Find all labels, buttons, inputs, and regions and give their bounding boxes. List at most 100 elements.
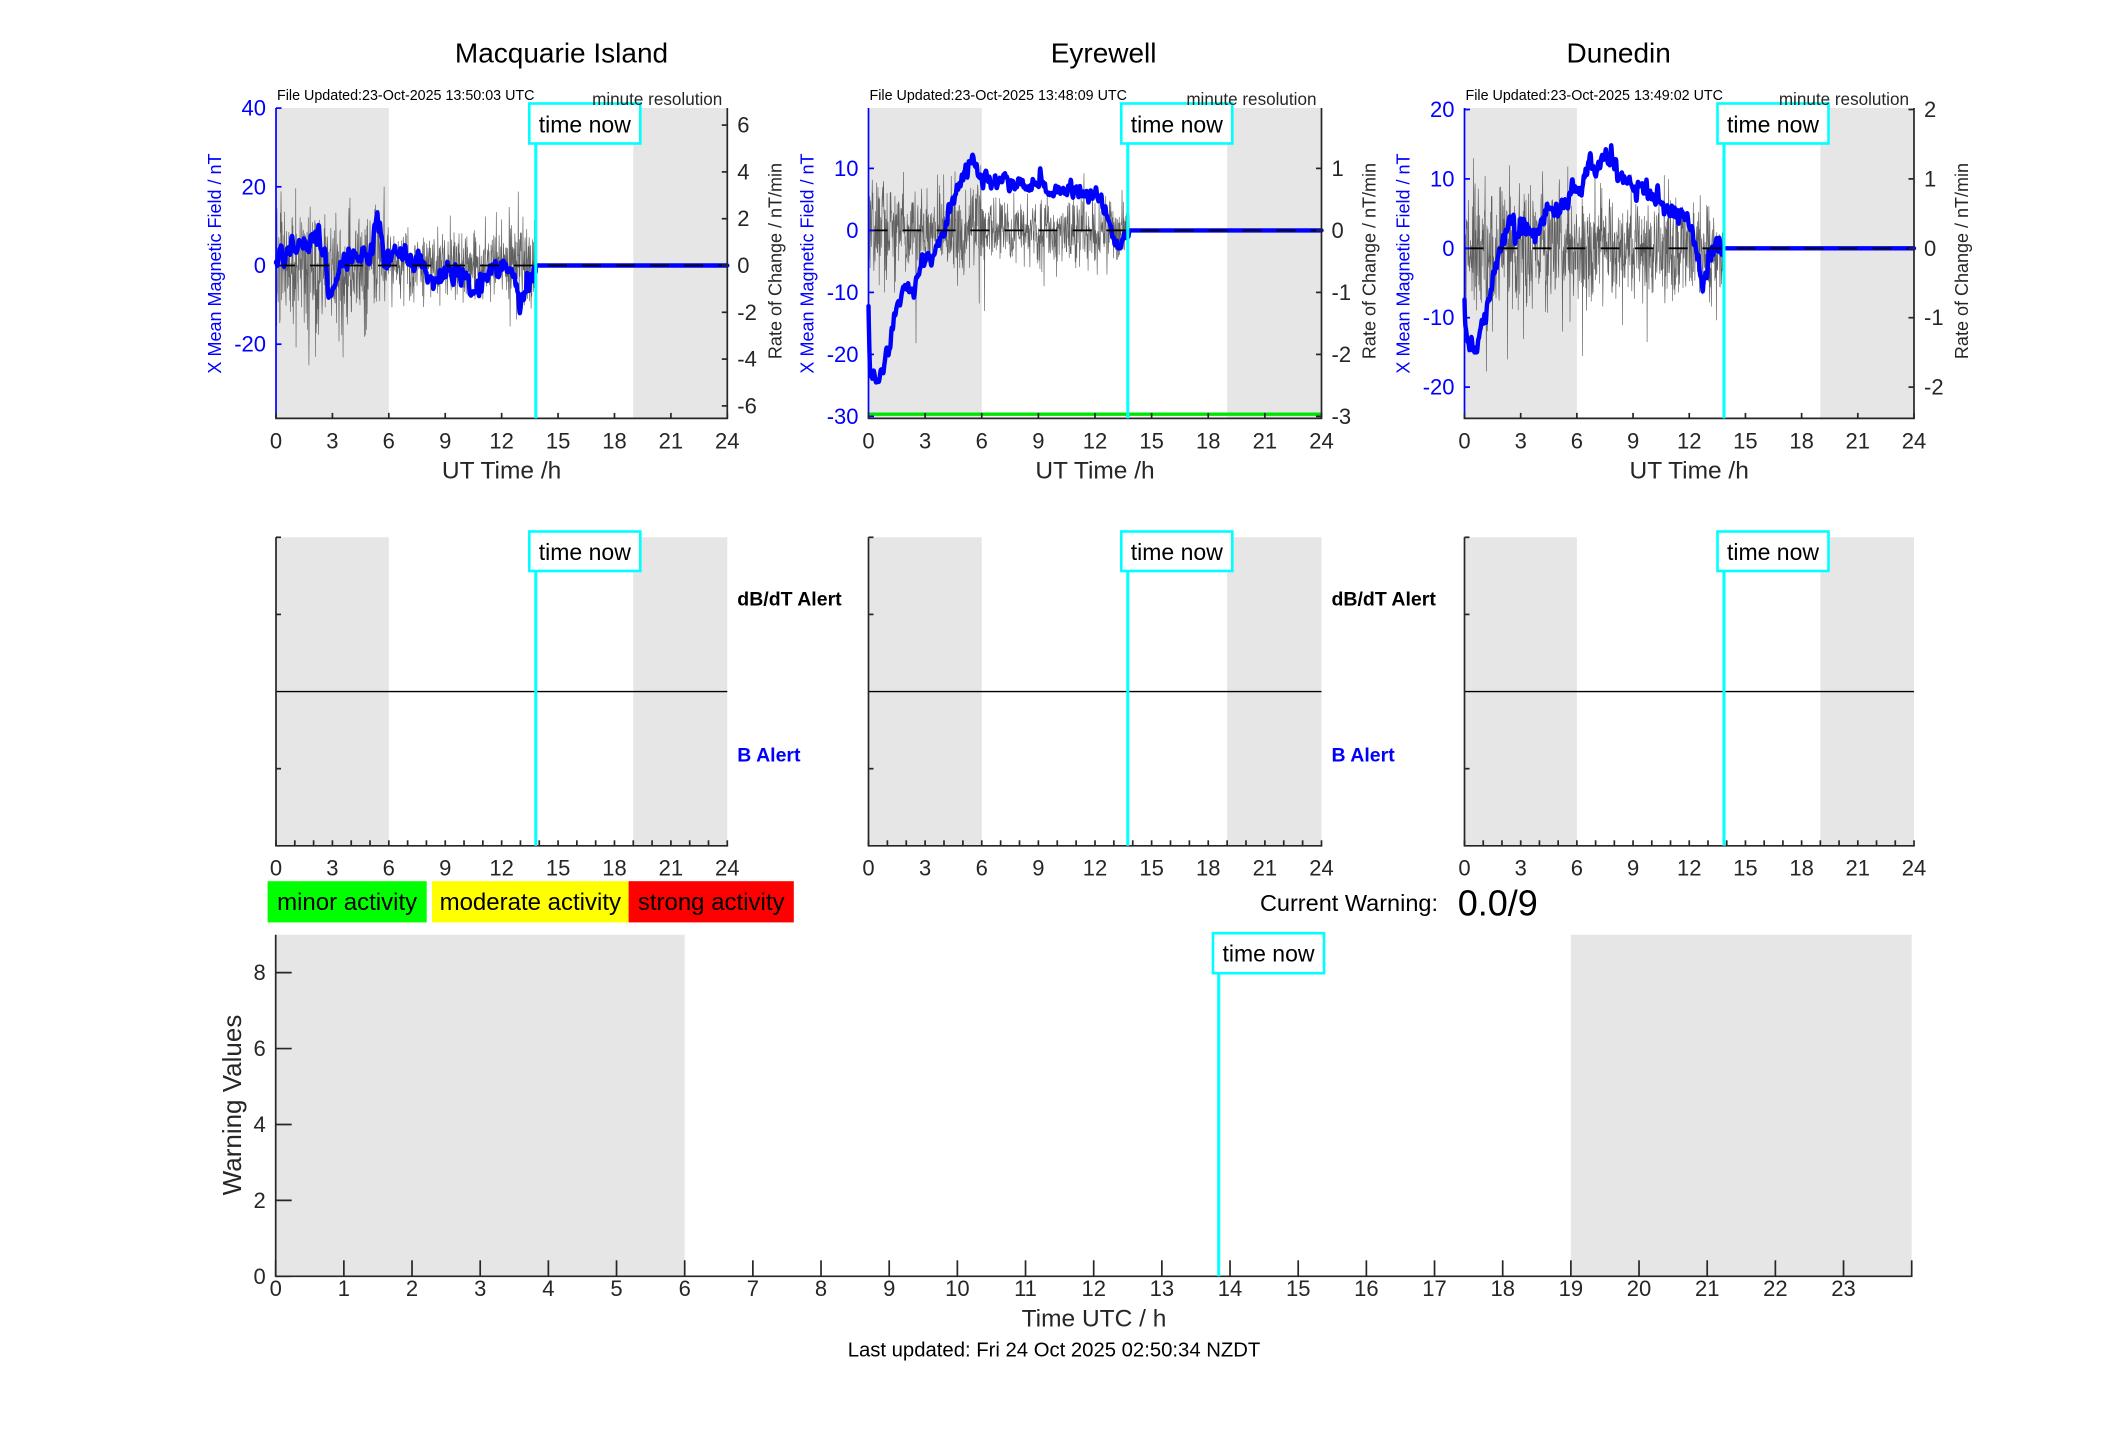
svg-text:Time UTC / h: Time UTC / h [1022,1306,1167,1333]
svg-text:15: 15 [1139,429,1163,454]
svg-text:22: 22 [1763,1276,1787,1301]
svg-text:24: 24 [1309,856,1333,881]
svg-text:1: 1 [1924,166,1936,191]
svg-text:0: 0 [1442,236,1454,261]
svg-text:3: 3 [1515,429,1527,454]
svg-text:Last updated: Fri 24 Oct 2025: Last updated: Fri 24 Oct 2025 02:50:34 N… [848,1340,1261,1362]
svg-text:-2: -2 [1332,342,1352,367]
svg-text:6: 6 [253,1036,265,1061]
svg-text:UT Time /h: UT Time /h [1035,458,1154,485]
svg-text:1: 1 [338,1276,350,1301]
svg-text:3: 3 [326,856,338,881]
svg-text:0: 0 [1924,236,1936,261]
svg-text:minute resolution: minute resolution [1779,90,1909,109]
svg-text:21: 21 [1253,429,1277,454]
svg-text:0: 0 [254,253,266,278]
svg-text:17: 17 [1422,1276,1446,1301]
svg-text:18: 18 [1490,1276,1514,1301]
svg-text:9: 9 [439,429,451,454]
svg-text:10: 10 [834,156,858,181]
svg-text:12: 12 [1677,856,1701,881]
svg-text:6: 6 [679,1276,691,1301]
svg-text:File Updated:23-Oct-2025 13:48: File Updated:23-Oct-2025 13:48:09 UTC [870,88,1127,104]
svg-text:B Alert: B Alert [1332,745,1396,767]
svg-text:-1: -1 [1332,280,1352,305]
svg-text:3: 3 [326,429,338,454]
svg-text:File Updated:23-Oct-2025 13:49: File Updated:23-Oct-2025 13:49:02 UTC [1466,88,1723,104]
svg-text:21: 21 [1846,856,1870,881]
svg-text:-10: -10 [1423,305,1455,330]
svg-text:-4: -4 [737,347,757,372]
svg-text:X Mean Magnetic Field / nT: X Mean Magnetic Field / nT [1394,153,1414,373]
svg-text:4: 4 [542,1276,554,1301]
svg-text:Macquarie Island: Macquarie Island [455,38,668,69]
svg-text:0.0/9: 0.0/9 [1458,883,1538,924]
svg-text:minute resolution: minute resolution [592,90,722,109]
svg-text:0: 0 [270,1276,282,1301]
svg-text:2: 2 [737,206,749,231]
svg-text:6: 6 [976,429,988,454]
svg-text:6: 6 [1571,429,1583,454]
svg-text:15: 15 [1733,429,1757,454]
svg-text:0: 0 [862,429,874,454]
svg-text:-1: -1 [1924,305,1944,330]
svg-text:21: 21 [1846,429,1870,454]
svg-text:24: 24 [715,429,739,454]
svg-text:9: 9 [1032,429,1044,454]
svg-text:20: 20 [242,174,266,199]
svg-text:6: 6 [383,856,395,881]
svg-text:X Mean Magnetic Field / nT: X Mean Magnetic Field / nT [798,153,818,373]
svg-text:6: 6 [383,429,395,454]
svg-text:time now: time now [1727,539,1819,565]
svg-text:-20: -20 [234,332,266,357]
svg-text:0: 0 [1458,856,1470,881]
svg-text:14: 14 [1218,1276,1242,1301]
svg-text:24: 24 [1902,856,1926,881]
svg-text:6: 6 [737,113,749,138]
svg-text:24: 24 [1309,429,1333,454]
svg-text:40: 40 [242,96,266,121]
svg-text:4: 4 [737,159,749,184]
svg-text:12: 12 [1081,1276,1105,1301]
svg-text:12: 12 [1083,429,1107,454]
svg-text:5: 5 [610,1276,622,1301]
svg-text:Rate of Change / nT/min: Rate of Change / nT/min [1952,163,1972,359]
svg-text:0: 0 [846,218,858,243]
svg-text:15: 15 [546,429,570,454]
svg-text:21: 21 [1695,1276,1719,1301]
svg-text:23: 23 [1831,1276,1855,1301]
svg-text:time now: time now [1222,941,1314,967]
svg-text:Dunedin: Dunedin [1567,38,1671,69]
svg-text:16: 16 [1354,1276,1378,1301]
svg-text:9: 9 [1627,856,1639,881]
svg-text:B Alert: B Alert [737,745,801,767]
svg-text:0: 0 [1332,218,1344,243]
svg-text:20: 20 [1627,1276,1651,1301]
svg-text:-30: -30 [827,404,859,429]
svg-text:7: 7 [747,1276,759,1301]
svg-text:Current Warning:: Current Warning: [1260,890,1438,916]
svg-text:0: 0 [737,253,749,278]
svg-text:2: 2 [406,1276,418,1301]
svg-text:10: 10 [945,1276,969,1301]
svg-text:time now: time now [539,539,631,565]
svg-text:-20: -20 [1423,375,1455,400]
svg-text:9: 9 [1627,429,1639,454]
svg-text:-2: -2 [1924,375,1944,400]
svg-text:20: 20 [1430,97,1454,122]
svg-text:6: 6 [976,856,988,881]
svg-text:Warning Values: Warning Values [217,1015,247,1196]
svg-text:21: 21 [1253,856,1277,881]
svg-text:time now: time now [1727,112,1819,138]
svg-text:9: 9 [883,1276,895,1301]
svg-text:1: 1 [1332,156,1344,181]
svg-text:Rate of Change / nT/min: Rate of Change / nT/min [1360,163,1380,359]
svg-text:File Updated:23-Oct-2025 13:50: File Updated:23-Oct-2025 13:50:03 UTC [277,88,534,104]
svg-text:12: 12 [489,856,513,881]
svg-text:UT Time /h: UT Time /h [442,458,561,485]
svg-text:-3: -3 [1332,404,1352,429]
svg-text:Eyrewell: Eyrewell [1051,38,1157,69]
svg-text:12: 12 [1083,856,1107,881]
svg-text:0: 0 [270,856,282,881]
svg-text:-2: -2 [737,300,757,325]
